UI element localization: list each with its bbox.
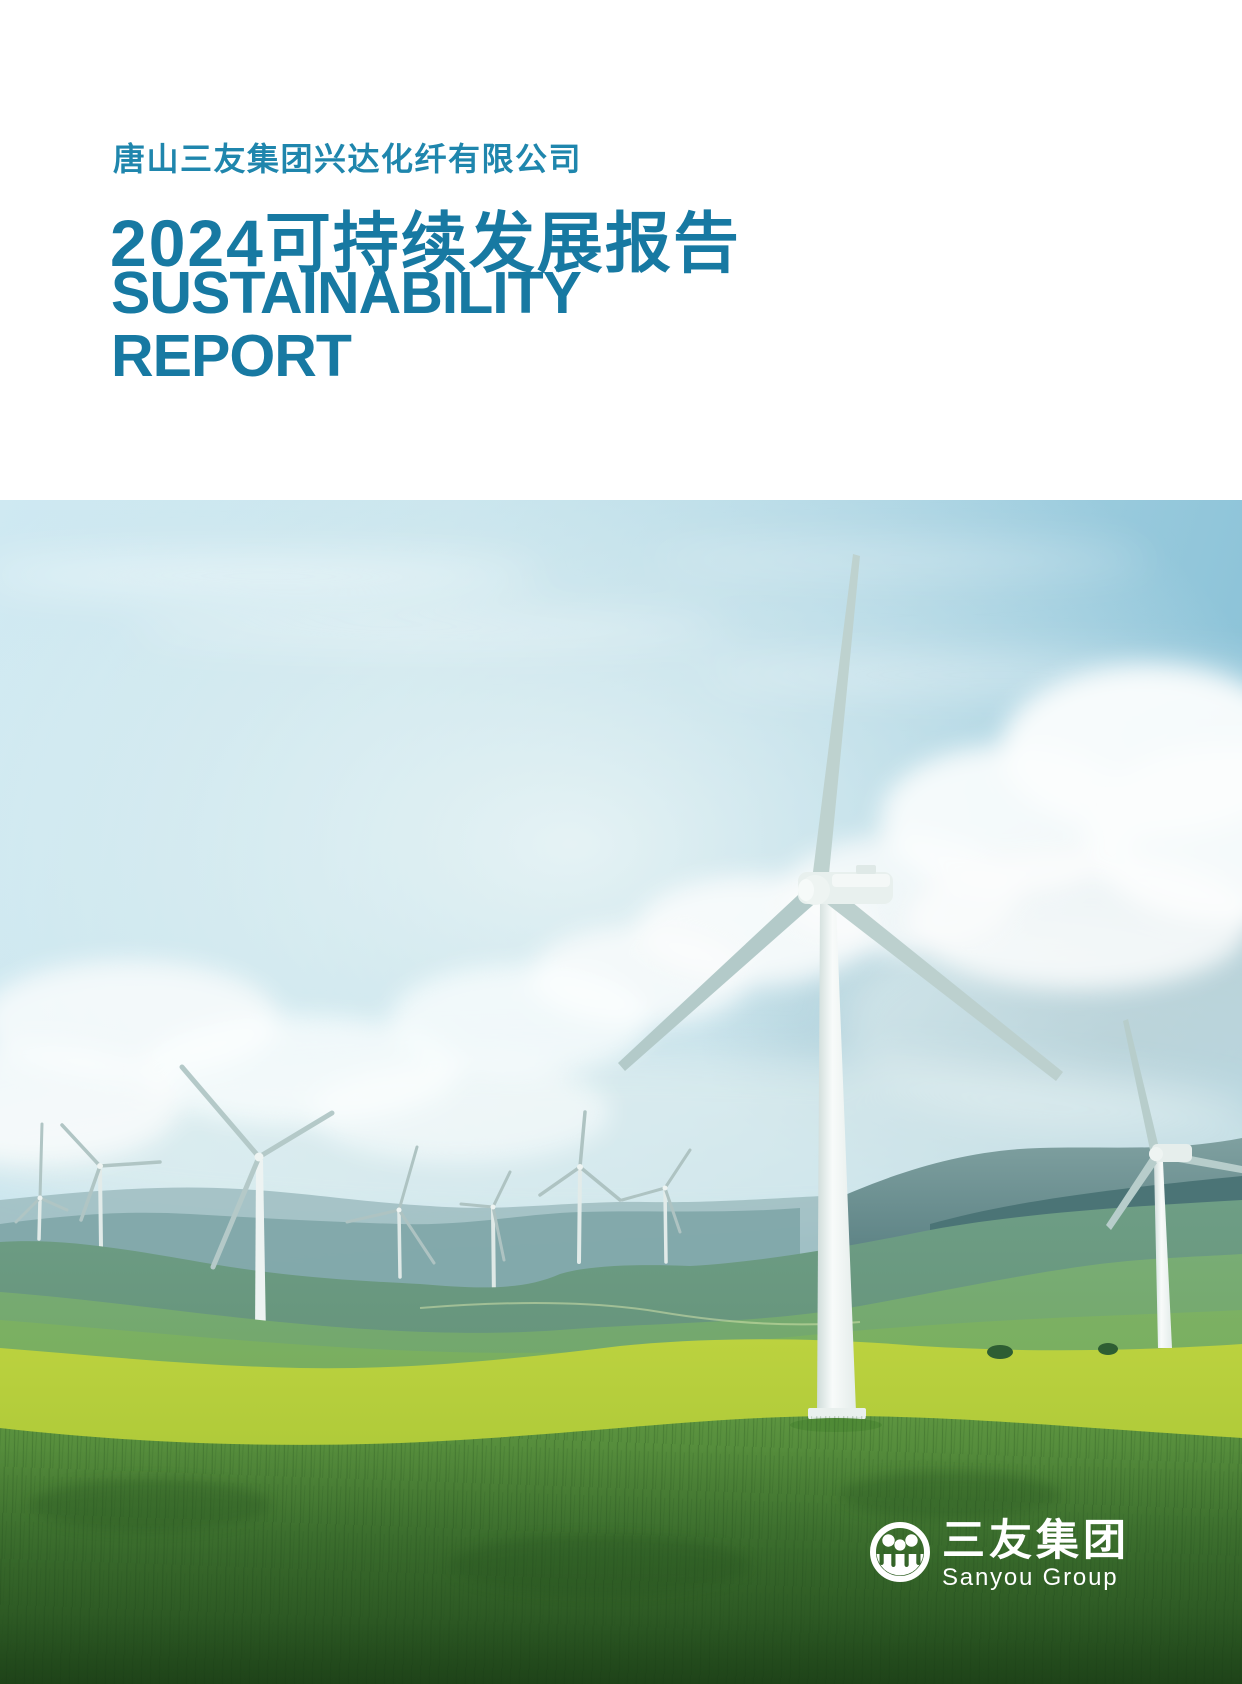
report-title-english-line1: SUSTAINABILITY	[111, 260, 582, 326]
wind-turbine-small-6	[538, 1110, 622, 1264]
report-title-chinese: 2024可持续发展报告	[110, 206, 741, 280]
cover-photo	[0, 500, 1242, 1684]
company-name: 唐山三友集团兴达化纤有限公司	[113, 141, 583, 177]
wind-turbine-small-4	[345, 1145, 436, 1279]
turbine-blades	[618, 554, 1063, 1081]
turbine-nacelle	[798, 865, 893, 905]
wind-turbine-right	[1106, 1019, 1242, 1348]
clouds	[0, 546, 1242, 1235]
wind-turbine-small-7	[620, 1148, 692, 1264]
logo-name-chinese: 三友集团	[942, 1517, 1130, 1565]
cover-header: 唐山三友集团兴达化纤有限公司 2024可持续发展报告 SUSTAINABILIT…	[0, 0, 1242, 500]
grass-texture	[0, 1416, 1242, 1684]
bushes	[987, 1343, 1118, 1359]
wind-turbine-small-5	[459, 1170, 512, 1304]
wind-turbine-small-1	[14, 1122, 69, 1241]
logo-name-english: Sanyou Group	[942, 1564, 1119, 1591]
logo-text: 三友集团 Sanyou Group	[942, 1518, 1130, 1591]
company-logo: 三友集团 Sanyou Group	[868, 1518, 1130, 1591]
wind-turbine-medium	[179, 1064, 335, 1336]
distant-wind-turbines	[14, 1110, 692, 1304]
turbine-tower	[817, 904, 856, 1412]
sanyou-three-figures-in-circle-icon	[870, 1522, 930, 1582]
wind-turbine-small-2	[60, 1123, 162, 1250]
report-title-english-line2: REPORT	[111, 323, 352, 389]
report-title-english: SUSTAINABILITY REPORT	[111, 260, 582, 389]
